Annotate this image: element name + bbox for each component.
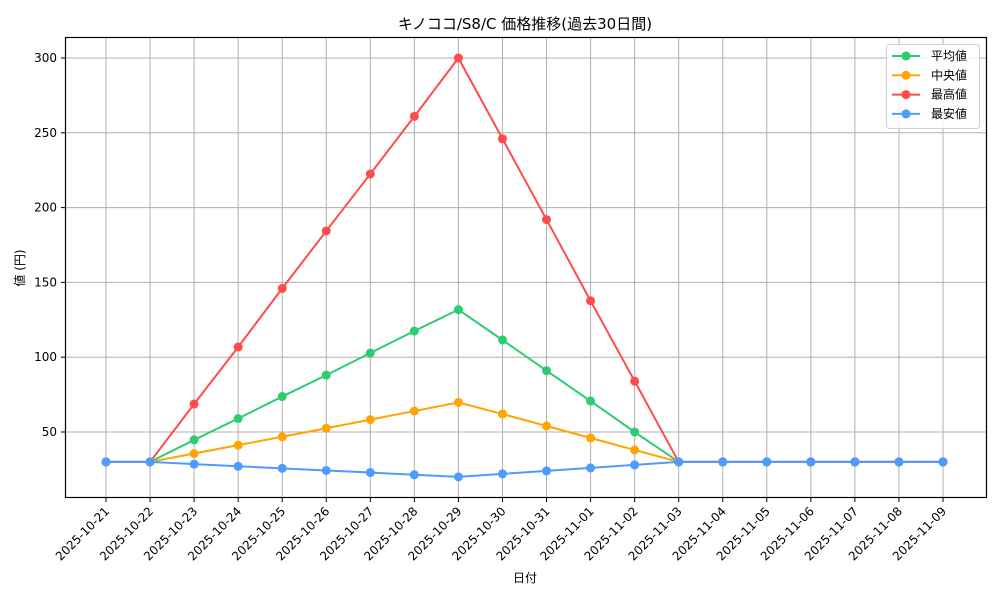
data-point bbox=[365, 415, 375, 425]
data-point bbox=[145, 457, 155, 467]
data-point bbox=[586, 296, 596, 306]
y-tick-label: 300 bbox=[34, 51, 57, 65]
data-point bbox=[409, 406, 419, 416]
legend-label: 平均値 bbox=[931, 48, 967, 63]
legend-marker-icon bbox=[901, 109, 911, 119]
data-point bbox=[233, 440, 243, 450]
data-point bbox=[542, 366, 552, 376]
data-point bbox=[189, 459, 199, 469]
data-point bbox=[497, 335, 507, 345]
y-tick-label: 200 bbox=[34, 201, 57, 215]
y-axis-label: 値 (円) bbox=[12, 249, 27, 286]
legend-item: 平均値 bbox=[892, 48, 967, 63]
data-point bbox=[497, 469, 507, 479]
data-point bbox=[630, 427, 640, 437]
legend-marker-icon bbox=[901, 51, 911, 61]
data-point bbox=[586, 396, 596, 406]
y-axis-ticks: 50 100 150 200 250 300 bbox=[34, 51, 65, 439]
data-point bbox=[189, 435, 199, 445]
legend-label: 最安値 bbox=[931, 106, 967, 121]
legend-item: 中央値 bbox=[892, 67, 967, 82]
data-point bbox=[586, 433, 596, 443]
data-point bbox=[453, 472, 463, 482]
legend-label: 中央値 bbox=[931, 67, 967, 82]
data-point bbox=[497, 134, 507, 144]
legend-label: 最高値 bbox=[931, 87, 967, 102]
data-point bbox=[233, 342, 243, 352]
legend-marker-icon bbox=[901, 90, 911, 100]
series-layer bbox=[101, 53, 948, 482]
series-line bbox=[101, 305, 948, 467]
data-point bbox=[409, 111, 419, 121]
data-point bbox=[938, 457, 948, 467]
legend-item: 最安値 bbox=[892, 106, 967, 121]
data-point bbox=[806, 457, 816, 467]
data-point bbox=[674, 457, 684, 467]
data-point bbox=[497, 409, 507, 419]
data-point bbox=[630, 376, 640, 386]
data-point bbox=[409, 470, 419, 480]
data-point bbox=[365, 468, 375, 478]
series-line bbox=[101, 53, 948, 467]
data-point bbox=[277, 463, 287, 473]
data-point bbox=[233, 461, 243, 471]
x-axis-label: 日付 bbox=[513, 571, 537, 585]
data-point bbox=[233, 414, 243, 424]
y-tick-label: 250 bbox=[34, 126, 57, 140]
plot-frame bbox=[64, 36, 988, 499]
legend-marker-icon bbox=[901, 70, 911, 80]
data-point bbox=[453, 305, 463, 315]
y-tick-label: 50 bbox=[42, 425, 57, 439]
data-point bbox=[365, 169, 375, 179]
data-point bbox=[453, 397, 463, 407]
data-point bbox=[321, 423, 331, 433]
data-point bbox=[542, 421, 552, 431]
data-point bbox=[277, 283, 287, 293]
data-point bbox=[189, 399, 199, 409]
data-point bbox=[453, 53, 463, 63]
series-line bbox=[101, 457, 948, 482]
data-point bbox=[277, 432, 287, 442]
legend-item: 最高値 bbox=[892, 87, 967, 102]
data-point bbox=[409, 326, 419, 336]
x-axis-ticks: 2025-10-212025-10-222025-10-232025-10-24… bbox=[53, 497, 949, 563]
data-point bbox=[321, 226, 331, 236]
data-point bbox=[762, 457, 772, 467]
data-point bbox=[718, 457, 728, 467]
data-point bbox=[630, 460, 640, 470]
data-point bbox=[321, 465, 331, 475]
data-point bbox=[321, 370, 331, 380]
grid-lines bbox=[66, 38, 986, 497]
data-point bbox=[277, 392, 287, 402]
data-point bbox=[189, 449, 199, 459]
y-tick-label: 150 bbox=[34, 275, 57, 289]
data-point bbox=[365, 348, 375, 358]
data-point bbox=[894, 457, 904, 467]
data-point bbox=[101, 457, 111, 467]
data-point bbox=[630, 445, 640, 455]
data-point bbox=[542, 466, 552, 476]
y-tick-label: 100 bbox=[34, 350, 57, 364]
chart-title: キノココ/S8/C 価格推移(過去30日間) bbox=[398, 15, 652, 33]
data-point bbox=[850, 457, 860, 467]
data-point bbox=[542, 215, 552, 225]
data-point bbox=[586, 463, 596, 473]
